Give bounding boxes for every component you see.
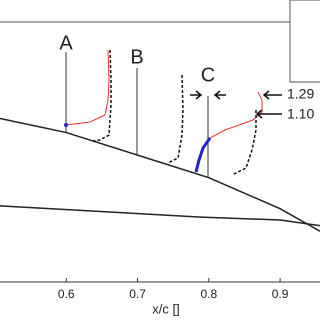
profile-blue: [194, 137, 212, 173]
x-tick-label: 0.6: [58, 287, 75, 301]
arrow: [255, 109, 282, 119]
annotation: C: [201, 64, 215, 86]
profile-dashed: [91, 49, 112, 142]
x-tick-label: 0.8: [200, 287, 217, 301]
annotation: A: [59, 32, 73, 54]
surface-line: [0, 205, 320, 227]
profile-dashed: [231, 110, 257, 176]
x-axis-label: x/c []: [152, 301, 179, 316]
profile-red: [195, 91, 263, 173]
arrow: [262, 90, 282, 100]
arrow: [213, 90, 226, 100]
x-tick-label: 0.9: [272, 287, 289, 301]
annotation: B: [130, 46, 143, 68]
profile-dashed: [167, 74, 184, 164]
x-tick-label: 0.7: [129, 287, 146, 301]
profile-red: [65, 49, 110, 126]
surface-line: [0, 117, 320, 232]
arrow: [190, 90, 203, 100]
annotation: 1.29: [287, 86, 314, 102]
profile-dot: [64, 123, 68, 127]
legend-box: [289, 0, 320, 83]
annotation: 1.10: [287, 106, 314, 122]
